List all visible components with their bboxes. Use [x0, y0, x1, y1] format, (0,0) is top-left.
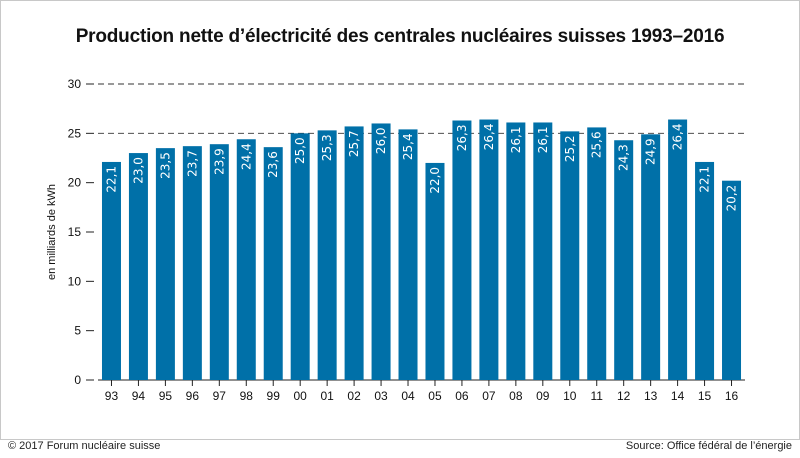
bar-value-label: 26,3 [455, 125, 469, 152]
x-tick-label: 07 [482, 389, 496, 403]
bar [344, 126, 364, 380]
x-tick-label: 95 [159, 389, 173, 403]
source-text: Source: Office fédéral de l’énergie [625, 440, 792, 452]
x-tick-label: 97 [213, 389, 227, 403]
bar [290, 133, 310, 380]
bar-value-label: 26,0 [374, 127, 388, 154]
bar-value-label: 23,9 [212, 148, 226, 175]
bar-value-label: 26,1 [509, 126, 523, 153]
bar-value-label: 24,9 [644, 138, 658, 165]
bar [560, 131, 580, 380]
x-tick-label: 05 [428, 389, 442, 403]
bar-value-label: 25,2 [563, 135, 577, 162]
bar-value-label: 23,6 [266, 151, 280, 178]
bar [695, 161, 715, 380]
bar [263, 147, 283, 380]
bar-value-label: 25,0 [293, 137, 307, 164]
x-tick-label: 01 [320, 389, 334, 403]
bar [533, 122, 553, 380]
y-tick-label: 10 [68, 274, 82, 288]
bar [182, 146, 202, 380]
bar [614, 140, 634, 380]
x-axis-ticks: 93 94 95 96 97 98 99 00 01 02 03 04 05 06 07 08 09 10 11 12… [105, 380, 739, 403]
x-tick-label: 13 [644, 389, 658, 403]
x-tick-label: 00 [294, 389, 308, 403]
y-axis-ticks: 0 5 10 15 20 25 30 [68, 77, 94, 387]
bar-value-label: 25,7 [347, 130, 361, 157]
bar [317, 130, 337, 380]
bar-value-label: 26,4 [482, 124, 496, 151]
x-tick-label: 96 [186, 389, 200, 403]
bar-chart: 22,1 23,0 23,5 23,7 23,9 24,4 23,6 25,0 25,3 25,7… [46, 77, 745, 403]
bar [425, 162, 445, 380]
bar [209, 144, 229, 380]
x-tick-label: 94 [132, 389, 146, 403]
x-tick-label: 08 [509, 389, 523, 403]
x-tick-label: 02 [347, 389, 361, 403]
bar [155, 148, 175, 380]
bars: 22,1 23,0 23,5 23,7 23,9 24,4 23,6 25,0 25,3 25,7… [101, 119, 742, 381]
bar-value-label: 24,3 [617, 144, 631, 171]
y-tick-label: 0 [74, 373, 81, 387]
bar [101, 161, 121, 380]
chart-title: Production nette d’électricité des centr… [75, 26, 725, 47]
bar [236, 139, 256, 380]
bar [371, 123, 391, 380]
y-tick-label: 15 [68, 225, 82, 239]
x-tick-label: 16 [725, 389, 739, 403]
x-tick-label: 93 [105, 389, 119, 403]
bar-value-label: 23,5 [158, 152, 172, 179]
bar-value-label: 22,1 [698, 166, 712, 193]
bar-value-label: 22,0 [428, 167, 442, 194]
bar-value-label: 23,0 [131, 157, 145, 184]
bar-value-label: 25,4 [401, 133, 415, 160]
y-tick-label: 30 [68, 77, 82, 91]
copyright-text: © 2017 Forum nucléaire suisse [8, 440, 161, 452]
bar-value-label: 22,1 [104, 166, 118, 193]
bar [452, 120, 472, 381]
x-tick-label: 14 [671, 389, 685, 403]
bar [722, 180, 742, 380]
bar-value-label: 26,4 [671, 124, 685, 151]
x-tick-label: 12 [617, 389, 631, 403]
bar-value-label: 25,3 [320, 134, 334, 161]
bar-value-label: 23,7 [185, 150, 199, 177]
grid-lines [98, 83, 745, 381]
bar-value-label: 20,2 [725, 185, 739, 212]
bar [641, 134, 661, 380]
bar-value-label: 26,1 [536, 126, 550, 153]
bar [479, 119, 499, 381]
y-tick-label: 25 [68, 126, 82, 140]
bar-value-label: 25,6 [590, 131, 604, 158]
bar [668, 119, 688, 381]
x-tick-label: 10 [563, 389, 577, 403]
y-axis-label: en milliards de kWh [46, 184, 58, 280]
x-tick-label: 98 [240, 389, 254, 403]
x-tick-label: 11 [590, 389, 603, 403]
bar [398, 129, 418, 380]
x-tick-label: 06 [455, 389, 469, 403]
bar-value-label: 24,4 [239, 143, 253, 170]
bar [587, 127, 607, 380]
x-tick-label: 15 [698, 389, 712, 403]
x-tick-label: 03 [374, 389, 388, 403]
x-tick-label: 09 [536, 389, 550, 403]
y-tick-label: 20 [68, 176, 82, 190]
bar [128, 153, 148, 380]
y-tick-label: 5 [74, 324, 81, 338]
x-tick-label: 99 [267, 389, 281, 403]
bar [506, 122, 526, 380]
x-tick-label: 04 [401, 389, 415, 403]
